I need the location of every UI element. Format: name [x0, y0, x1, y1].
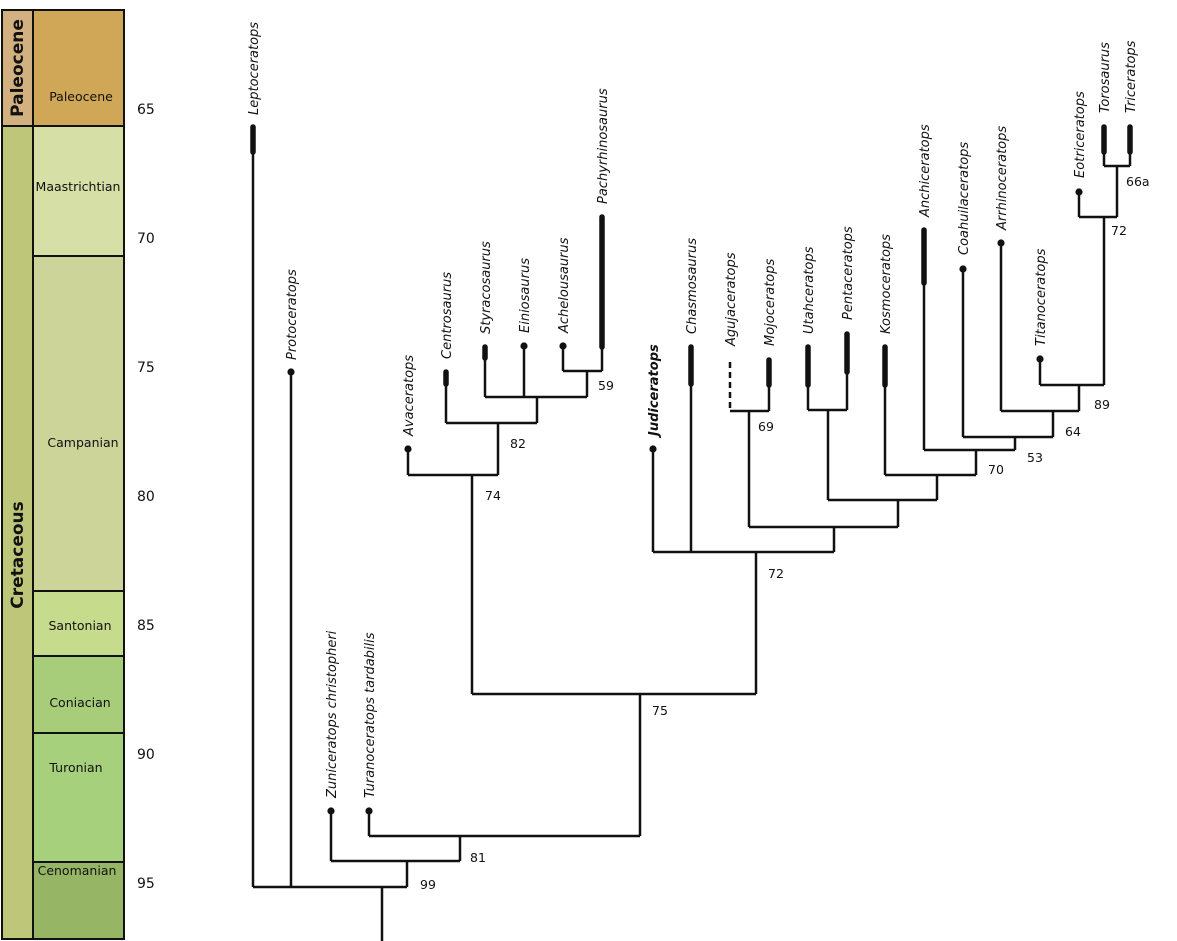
stage-label-santonian: Santonian	[48, 618, 111, 633]
stage-label-maastrichtian: Maastrichtian	[36, 179, 121, 194]
taxon-label-styracosaurus: Styracosaurus	[479, 241, 494, 334]
age-tick-75: 75	[137, 360, 155, 376]
taxon-label-triceratops: Triceratops	[1124, 40, 1139, 113]
period-label-cretaceous: Cretaceous	[8, 501, 28, 609]
support-value: 99	[420, 877, 436, 892]
age-tick-95: 95	[137, 876, 155, 892]
support-value: 66a	[1126, 174, 1150, 189]
tip-dot-turanoceratops	[365, 807, 373, 815]
tip-dot-judiceratops	[649, 445, 657, 453]
age-tick-70: 70	[137, 231, 155, 247]
taxon-label-pachyrhinosaurus: Pachyrhinosaurus	[596, 88, 611, 204]
taxon-label-kosmoceratops: Kosmoceratops	[879, 234, 894, 334]
stage-cenomanian-band	[32, 861, 125, 940]
tip-dot-arrhinoceratops	[997, 239, 1005, 247]
support-values: 99 81 75 74 82 59 72 69 70 53 64 89 72 6…	[420, 174, 1150, 892]
taxon-label-agujaceratops: Agujaceratops	[724, 252, 739, 347]
stage-label-paleocene: Paleocene	[49, 89, 113, 104]
stage-label-campanian: Campanian	[47, 435, 118, 450]
taxon-label-titanoceratops: Titanoceratops	[1034, 248, 1049, 346]
taxon-labels: Leptoceratops Protoceratops Zuniceratops…	[247, 22, 1139, 799]
stage-label-turonian: Turonian	[48, 760, 102, 775]
tip-dot-coahuilaceratops	[959, 265, 967, 273]
support-value: 89	[1094, 397, 1110, 412]
taxon-label-einiosaurus: Einiosaurus	[518, 258, 533, 333]
age-tick-85: 85	[137, 618, 155, 634]
tip-dot-eotriceratops	[1075, 188, 1083, 196]
taxon-label-chasmosaurus: Chasmosaurus	[685, 238, 700, 334]
stage-label-coniacian: Coniacian	[49, 695, 110, 710]
taxon-label-utahceratops: Utahceratops	[802, 246, 817, 334]
support-value: 75	[652, 703, 668, 718]
support-value: 74	[485, 488, 501, 503]
taxon-label-zuniceratops: Zuniceratops christopheri	[325, 630, 340, 799]
age-tick-80: 80	[137, 489, 155, 505]
tip-dot-achelousaurus	[559, 342, 567, 350]
age-tick-65: 65	[137, 102, 155, 118]
stage-turonian-band	[32, 732, 125, 863]
stage-paleocene-band	[32, 9, 125, 127]
support-value: 72	[1111, 223, 1127, 238]
taxon-label-arrhinoceratops: Arrhinoceratops	[995, 126, 1010, 231]
tip-markers	[250, 124, 1133, 815]
period-label-paleocene: Paleocene	[8, 19, 28, 117]
support-value: 64	[1065, 424, 1081, 439]
tip-dot-einiosaurus	[520, 342, 528, 350]
taxon-label-leptoceratops: Leptoceratops	[247, 22, 262, 115]
taxon-label-avaceratops: Avaceratops	[402, 355, 417, 437]
support-value: 82	[510, 436, 526, 451]
support-value: 70	[988, 462, 1004, 477]
stage-maastrichtian-band	[32, 125, 125, 257]
taxon-label-judiceratops: Judiceratops	[647, 344, 662, 439]
taxon-label-torosaurus: Torosaurus	[1098, 42, 1113, 113]
taxon-label-protoceratops: Protoceratops	[285, 269, 300, 360]
support-value: 59	[598, 378, 614, 393]
tip-dot-protoceratops	[287, 368, 295, 376]
taxon-label-anchiceratops: Anchiceratops	[918, 124, 933, 218]
stage-campanian-band	[32, 255, 125, 592]
taxon-label-coahuilaceratops: Coahuilaceratops	[957, 142, 972, 255]
period-cretaceous-band	[1, 125, 34, 940]
tip-dot-zuniceratops	[327, 807, 335, 815]
stage-santonian-band	[32, 590, 125, 657]
taxon-label-pentaceratops: Pentaceratops	[841, 226, 856, 320]
taxon-label-eotriceratops: Eotriceratops	[1073, 91, 1088, 178]
support-value: 72	[768, 566, 784, 581]
timescale: Paleocene Cretaceous Paleocene Maastrich…	[1, 9, 155, 940]
stage-label-cenomanian: Cenomanian	[38, 863, 117, 878]
support-value: 69	[758, 419, 774, 434]
taxon-label-centrosaurus: Centrosaurus	[440, 272, 455, 359]
tip-dot-avaceratops	[404, 445, 412, 453]
taxon-label-turanoceratops: Turanoceratops tardabilis	[363, 632, 378, 798]
taxon-label-achelousaurus: Achelousaurus	[557, 237, 572, 334]
tip-dot-titanoceratops	[1036, 355, 1044, 363]
taxon-label-mojoceratops: Mojoceratops	[763, 259, 778, 346]
support-value: 53	[1027, 450, 1043, 465]
support-value: 81	[470, 850, 486, 865]
age-tick-90: 90	[137, 747, 155, 763]
